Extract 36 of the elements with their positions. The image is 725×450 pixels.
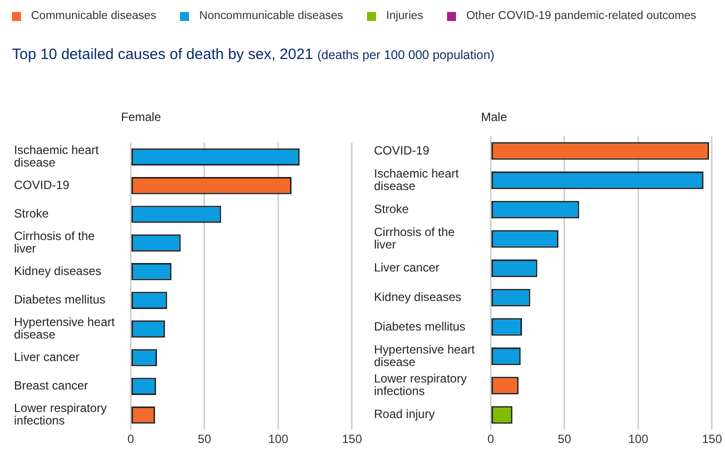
y-tick-label: Ischaemic heart disease <box>14 142 100 170</box>
y-tick-label: Hypertensive heart disease <box>14 315 116 342</box>
x-tick-label: 50 <box>198 432 212 446</box>
y-tick-label: COVID-19 <box>14 178 70 192</box>
x-tick-label: 50 <box>558 432 572 446</box>
y-tick-label: Breast cancer <box>14 378 88 393</box>
y-tick-label: Kidney diseases <box>374 290 462 304</box>
text: Top 10 detailed causes of death by sex, 2021 <box>12 46 314 63</box>
x-tick-label: 150 <box>342 432 362 446</box>
x-tick-label: 100 <box>628 432 649 446</box>
legend-label: Injuries <box>386 10 424 22</box>
y-tick-label: Lower respiratory infections <box>14 401 107 428</box>
y-tick-label: Hypertensive heart disease <box>374 342 476 369</box>
y-tick-label: Cirrhosis of the liver <box>374 224 456 252</box>
y-tick-label: Stroke <box>14 206 50 221</box>
y-tick-label: Cirrhosis of the liver <box>14 228 96 256</box>
x-tick-label: 0 <box>127 432 134 446</box>
y-tick-label: Diabetes mellitus <box>374 319 466 334</box>
chart-title: Male <box>481 110 508 124</box>
x-tick-label: 100 <box>268 432 289 446</box>
y-tick-label: Road injury <box>374 407 435 422</box>
chart-title: Female <box>121 110 162 124</box>
text: (deaths per 100 000 population) <box>317 48 494 62</box>
y-tick-label: COVID-19 <box>374 143 430 158</box>
legend-label: Noncommunicable diseases <box>199 10 344 22</box>
legend-label: Other COVID-19 pandemic-related outcomes <box>466 10 696 22</box>
x-tick-label: 150 <box>702 432 722 446</box>
y-tick-label: Stroke <box>374 202 410 216</box>
y-tick-label: Kidney diseases <box>14 264 102 278</box>
y-tick-label: Liver cancer <box>374 260 440 275</box>
y-tick-label: Liver cancer <box>14 350 80 364</box>
x-tick-label: 0 <box>487 432 494 446</box>
y-tick-label: Ischaemic heart disease <box>374 166 460 193</box>
legend-label: Communicable diseases <box>31 10 156 22</box>
y-tick-label: Diabetes mellitus <box>14 292 106 307</box>
y-tick-label: Lower respiratory infections <box>374 372 467 398</box>
